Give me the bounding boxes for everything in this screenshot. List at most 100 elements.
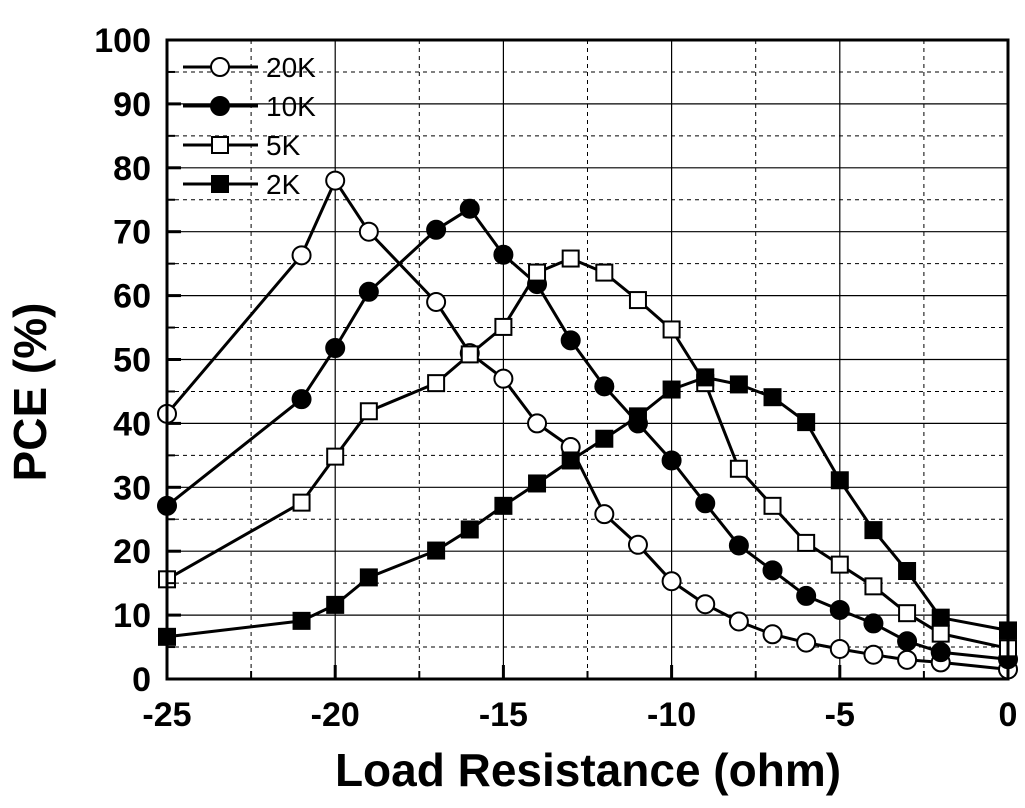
data-point	[830, 555, 849, 574]
data-point	[528, 263, 547, 282]
data-point	[797, 413, 816, 432]
x-tick-label: -20	[311, 696, 360, 734]
data-point	[494, 496, 513, 515]
data-point	[830, 471, 849, 490]
data-point	[661, 450, 682, 471]
series-2k	[158, 368, 1017, 646]
data-point	[763, 388, 782, 407]
data-point	[897, 649, 918, 670]
data-point	[662, 380, 681, 399]
data-point	[594, 504, 615, 525]
data-point	[763, 496, 782, 515]
x-tick-label: -15	[479, 696, 528, 734]
data-point	[797, 533, 816, 552]
axis-ticks	[165, 38, 1010, 681]
data-point	[427, 541, 446, 560]
data-point	[728, 611, 749, 632]
data-point	[326, 595, 345, 614]
series-20k	[157, 170, 1018, 680]
data-point	[292, 493, 311, 512]
data-point	[695, 594, 716, 615]
data-point	[762, 560, 783, 581]
legend-marker	[211, 136, 229, 154]
data-point	[829, 638, 850, 659]
data-point	[796, 585, 817, 606]
data-point	[829, 599, 850, 620]
y-tick-label: 50	[113, 342, 151, 380]
y-tick-label: 80	[113, 150, 151, 188]
data-point	[460, 520, 479, 539]
series-layer	[157, 170, 1018, 680]
x-tick-label: -5	[825, 696, 855, 734]
data-point	[628, 407, 647, 426]
data-point	[493, 368, 514, 389]
data-point	[560, 330, 581, 351]
data-point	[863, 613, 884, 634]
data-point	[728, 535, 749, 556]
y-tick-label: 30	[113, 469, 151, 507]
legend-label: 10K	[266, 91, 316, 122]
tick-labels: -25 -20 -15 -10 -5 0 0 10 20 30 40 50 60 70 80 90 100	[94, 22, 1017, 734]
data-point	[291, 245, 312, 266]
y-tick-label: 70	[113, 214, 151, 252]
y-axis-label: PCE (%)	[4, 303, 56, 482]
data-point	[325, 170, 346, 191]
data-point	[729, 459, 748, 478]
data-point	[359, 402, 378, 421]
data-point	[561, 249, 580, 268]
series-5k	[158, 249, 1017, 658]
y-tick-label: 10	[113, 597, 151, 635]
data-point	[695, 493, 716, 514]
data-point	[494, 317, 513, 336]
data-point	[358, 281, 379, 302]
data-point	[898, 604, 917, 623]
data-point	[459, 198, 480, 219]
x-axis-label: Load Resistance (ohm)	[335, 744, 841, 796]
data-point	[662, 320, 681, 339]
legend-marker	[210, 57, 230, 77]
x-tick-label: -25	[142, 696, 191, 734]
grid	[167, 40, 1008, 679]
legend-item: 20K	[183, 52, 316, 83]
legend-label: 20K	[266, 52, 316, 83]
data-point	[762, 624, 783, 645]
data-point	[595, 429, 614, 448]
legend-item: 10K	[183, 91, 316, 122]
data-point	[930, 642, 951, 663]
legend-marker	[211, 175, 229, 193]
y-tick-label: 90	[113, 86, 151, 124]
legend-item: 2K	[183, 169, 301, 200]
legend-label: 2K	[266, 169, 301, 200]
data-point	[326, 447, 345, 466]
data-point	[460, 345, 479, 364]
data-point	[898, 562, 917, 581]
data-point	[292, 611, 311, 630]
y-tick-label: 40	[113, 405, 151, 443]
data-point	[561, 451, 580, 470]
data-point	[628, 291, 647, 310]
data-point	[796, 632, 817, 653]
y-tick-label: 100	[94, 22, 151, 60]
data-point	[528, 474, 547, 493]
data-point	[291, 389, 312, 410]
data-point	[864, 577, 883, 596]
y-tick-label: 0	[132, 661, 151, 699]
y-tick-label: 20	[113, 533, 151, 571]
legend: 20K 10K 5K 2K	[183, 52, 316, 200]
data-point	[427, 374, 446, 393]
data-point	[527, 413, 548, 434]
data-point	[426, 291, 447, 312]
data-point	[864, 521, 883, 540]
legend-marker	[210, 96, 230, 116]
y-tick-label: 60	[113, 278, 151, 316]
data-point	[358, 221, 379, 242]
data-point	[325, 337, 346, 358]
data-point	[863, 644, 884, 665]
data-point	[696, 368, 715, 387]
data-point	[594, 376, 615, 397]
data-point	[426, 219, 447, 240]
data-point	[595, 263, 614, 282]
data-point	[627, 534, 648, 555]
x-tick-label: -10	[647, 696, 696, 734]
